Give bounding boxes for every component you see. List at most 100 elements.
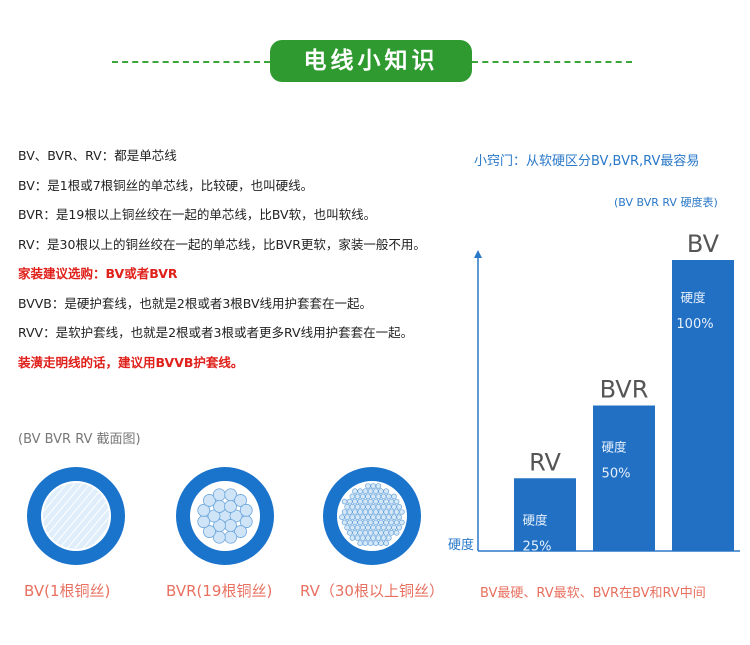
strand <box>359 524 366 531</box>
strand <box>378 530 384 536</box>
page-title: 电线小知识 <box>270 40 472 82</box>
strand <box>359 514 366 521</box>
strand <box>378 498 384 505</box>
description-line: BVR：是19根以上铜丝绞在一起的单芯线，比BV软，也叫软线。 <box>18 207 377 222</box>
strand <box>367 509 374 515</box>
strand <box>365 483 371 489</box>
strand <box>203 525 216 538</box>
bar <box>514 478 576 551</box>
cross-section-caption: (BV BVR RV 截面图) <box>18 432 141 447</box>
bv-cross-section-image <box>26 466 126 566</box>
strand <box>383 509 389 515</box>
strand <box>212 488 226 502</box>
bar-measure-label: 硬度 <box>522 512 548 527</box>
strand <box>349 535 356 541</box>
strand <box>370 514 377 521</box>
strand <box>367 498 374 505</box>
strand <box>391 524 397 531</box>
strand <box>346 509 353 515</box>
strand <box>359 493 366 500</box>
strand <box>362 488 369 495</box>
strand <box>370 524 377 531</box>
strand <box>203 494 216 507</box>
strand <box>365 524 371 531</box>
strand <box>393 519 400 526</box>
bar-category-label: BV <box>687 230 720 258</box>
strand <box>354 493 361 500</box>
strand <box>370 493 377 500</box>
strand <box>383 530 389 536</box>
strand <box>386 524 392 531</box>
bar <box>593 405 655 551</box>
strand <box>354 524 361 531</box>
strand <box>372 488 379 495</box>
strand <box>367 488 374 495</box>
strand <box>365 514 371 521</box>
strand <box>383 498 389 505</box>
strand <box>378 540 384 546</box>
bar-value-label: 25% <box>523 539 552 554</box>
strand <box>380 524 387 531</box>
strand <box>346 530 353 536</box>
strand <box>197 515 211 529</box>
strand <box>367 519 374 526</box>
bvr-cross-section-image <box>175 466 275 566</box>
strand <box>207 509 221 523</box>
strand <box>396 503 402 510</box>
strand <box>224 488 238 502</box>
strand <box>383 519 389 526</box>
strand <box>388 530 395 536</box>
strand <box>375 493 382 500</box>
strand <box>349 493 356 500</box>
strand <box>229 509 243 523</box>
strand <box>380 503 387 510</box>
strand <box>362 519 369 526</box>
strand <box>386 535 392 541</box>
strand <box>357 498 364 505</box>
strand <box>383 488 389 495</box>
strand <box>341 509 348 515</box>
header-dashed-line-right <box>472 61 632 63</box>
strand <box>344 524 351 531</box>
strand <box>349 524 356 531</box>
strand <box>212 530 226 544</box>
strand <box>380 493 387 500</box>
strand <box>357 519 364 526</box>
strand <box>357 488 364 495</box>
strand <box>386 503 392 510</box>
strand <box>365 503 371 510</box>
strand <box>396 514 402 521</box>
bar-category-label: RV <box>529 448 561 476</box>
strand <box>370 535 377 541</box>
strand <box>391 503 397 510</box>
strand <box>352 519 358 526</box>
strand <box>354 503 361 510</box>
strand <box>388 509 395 515</box>
strand <box>349 514 356 521</box>
strand <box>341 498 348 505</box>
rv-cross-section-image <box>322 466 422 566</box>
description-line: BVVB：是硬护套线，也就是2根或者3根BV线用护套套在一起。 <box>18 295 373 311</box>
strand <box>234 494 247 507</box>
description-line: RVV：是软护套线，也就是2根或者3根或者更多RV线用护套套在一起。 <box>18 325 414 340</box>
strand <box>393 530 400 536</box>
strand <box>362 509 369 515</box>
strand <box>352 530 358 536</box>
description-line: BV：是1根或7根铜丝的单芯线，比较硬，也叫硬线。 <box>18 177 314 193</box>
strand <box>372 509 379 515</box>
strand <box>367 530 374 536</box>
strand <box>362 540 369 546</box>
strand <box>372 540 379 546</box>
strand <box>375 514 382 521</box>
strand <box>396 524 402 531</box>
chart-note: BV最硬、RV最软、BVR在BV和RV中间 <box>480 586 706 601</box>
bar-value-label: 50% <box>602 467 631 482</box>
strand <box>224 530 238 544</box>
strand <box>386 493 392 500</box>
strand <box>359 503 366 510</box>
strand <box>352 509 358 515</box>
strand <box>352 498 358 505</box>
strand <box>383 540 389 546</box>
strand <box>388 498 395 505</box>
description-line: RV：是30根以上的铜丝绞在一起的单芯线，比BVR更软，家装一般不用。 <box>18 236 426 252</box>
